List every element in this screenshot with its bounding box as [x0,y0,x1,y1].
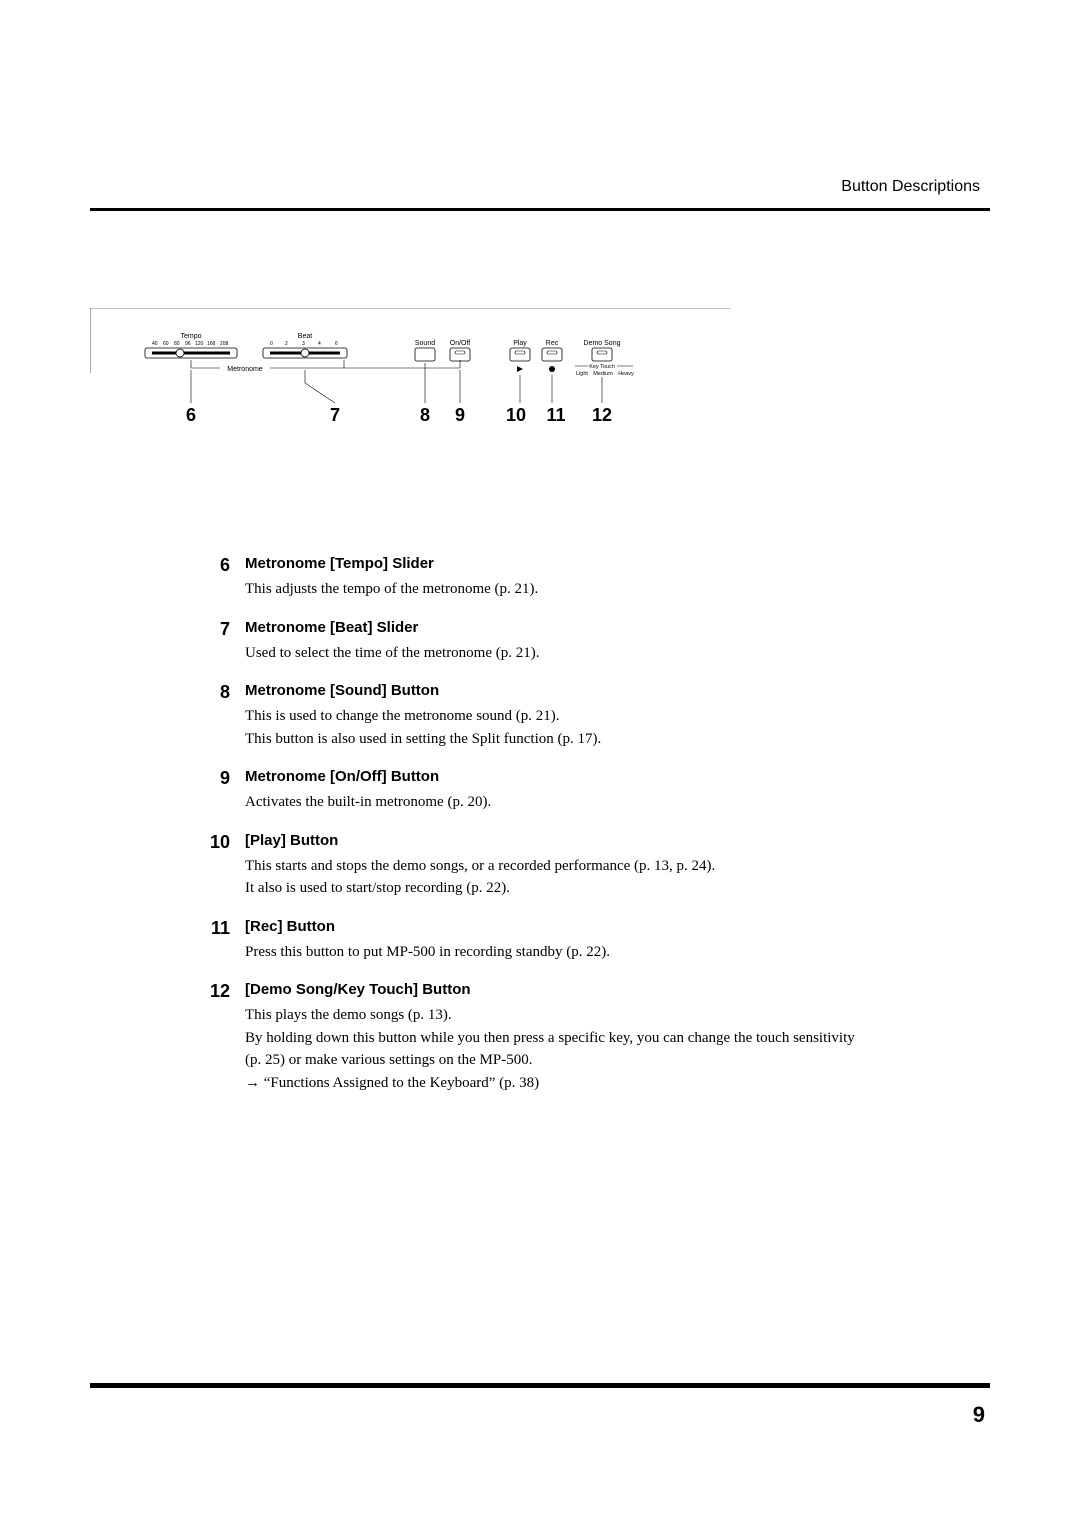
desc-title: Metronome [On/Off] Button [245,768,870,785]
desc-body: This adjusts the tempo of the metronome … [245,578,870,601]
desc-item-12: 12 [Demo Song/Key Touch] Button This pla… [220,981,870,1094]
callout-6: 6 [186,405,196,425]
svg-text:6: 6 [335,341,338,347]
header-rule [90,208,990,211]
desc-body: This starts and stops the demo songs, or… [245,855,870,900]
keytouch-label: Key Touch [589,364,615,370]
callout-12: 12 [592,405,612,425]
play-icon [517,366,523,372]
svg-text:Medium: Medium [593,371,613,377]
desc-title: [Rec] Button [245,918,870,935]
desc-number: 8 [200,682,230,703]
desc-title: [Play] Button [245,832,870,849]
desc-body: This is used to change the metronome sou… [245,705,870,750]
svg-text:0: 0 [270,341,273,347]
desc-title: Metronome [Tempo] Slider [245,555,870,572]
desc-item-6: 6 Metronome [Tempo] Slider This adjusts … [220,555,870,601]
desc-item-11: 11 [Rec] Button Press this button to put… [220,918,870,964]
desc-item-8: 8 Metronome [Sound] Button This is used … [220,682,870,750]
footer-rule [90,1383,990,1388]
control-panel-diagram: Tempo 40 60 80 96 120 168 208 Beat 0 2 3… [90,308,730,428]
desc-item-7: 7 Metronome [Beat] Slider Used to select… [220,619,870,665]
rec-label: Rec [546,340,559,347]
callout-8: 8 [420,405,430,425]
svg-text:80: 80 [174,341,180,347]
svg-text:168: 168 [207,341,216,347]
svg-text:3: 3 [302,341,305,347]
svg-text:4: 4 [318,341,321,347]
play-label: Play [513,340,527,347]
onoff-label: On/Off [450,340,471,347]
svg-text:60: 60 [163,341,169,347]
sound-label: Sound [415,340,435,347]
beat-slider-knob [301,349,309,357]
desc-number: 10 [200,832,230,853]
rec-icon [549,366,555,372]
desc-title: Metronome [Beat] Slider [245,619,870,636]
onoff-button [450,348,470,361]
desc-number: 7 [200,619,230,640]
desc-item-9: 9 Metronome [On/Off] Button Activates th… [220,768,870,814]
svg-text:208: 208 [220,341,229,347]
desc-item-10: 10 [Play] Button This starts and stops t… [220,832,870,900]
desc-number: 12 [200,981,230,1002]
tempo-label: Tempo [180,333,201,340]
desc-title: [Demo Song/Key Touch] Button [245,981,870,998]
diagram-svg: Tempo 40 60 80 96 120 168 208 Beat 0 2 3… [90,308,730,428]
descriptions-list: 6 Metronome [Tempo] Slider This adjusts … [220,555,870,1112]
callout-11: 11 [546,405,565,425]
tempo-slider-knob [176,349,184,357]
demo-button [592,348,612,361]
desc-number: 11 [200,918,230,939]
desc-body: Activates the built-in metronome (p. 20)… [245,791,870,814]
desc-body: Press this button to put MP-500 in recor… [245,941,870,964]
svg-text:Light: Light [576,371,588,377]
desc-number: 9 [200,768,230,789]
svg-text:120: 120 [195,341,204,347]
demo-label: Demo Song [584,340,621,347]
desc-title: Metronome [Sound] Button [245,682,870,699]
svg-text:40: 40 [152,341,158,347]
callout-7: 7 [330,405,340,425]
sound-button [415,348,435,361]
svg-text:2: 2 [285,341,288,347]
desc-number: 6 [200,555,230,576]
rec-button [542,348,562,361]
callout-10: 10 [506,405,526,425]
svg-text:96: 96 [185,341,191,347]
desc-body: Used to select the time of the metronome… [245,642,870,665]
page-number: 9 [973,1402,985,1428]
callout-9: 9 [455,405,465,425]
desc-body: This plays the demo songs (p. 13).By hol… [245,1004,870,1094]
section-title: Button Descriptions [841,178,980,196]
play-button [510,348,530,361]
metronome-label: Metronome [227,366,263,373]
beat-label: Beat [298,333,312,340]
svg-text:Heavy: Heavy [618,371,634,377]
